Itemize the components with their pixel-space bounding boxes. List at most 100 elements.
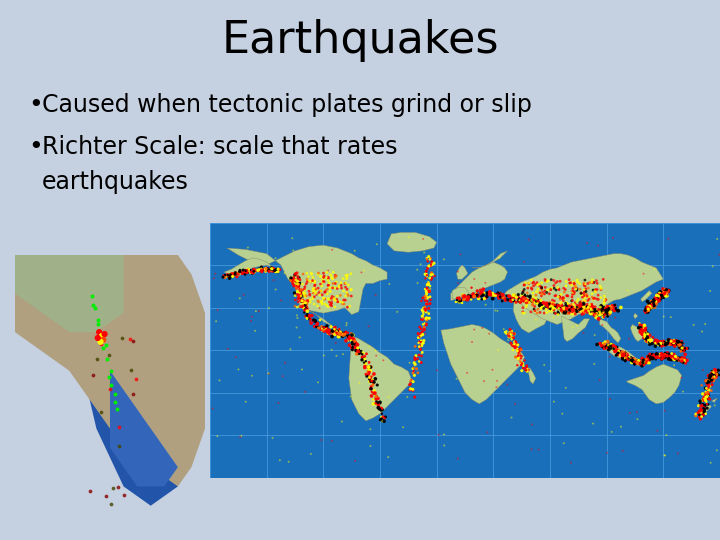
Point [270,267,282,276]
Point [676,344,688,353]
Point [622,286,634,295]
Point [606,343,618,352]
Point [600,306,612,315]
Point [260,267,271,276]
Point [647,298,659,306]
Point [460,294,472,302]
Point [536,304,547,313]
Point [293,282,305,291]
Point [528,296,539,305]
Point [587,289,598,298]
Point [593,307,604,316]
Point [646,301,657,309]
Point [329,273,341,282]
Point [699,394,711,402]
Point [554,303,565,312]
Point [333,330,344,339]
Point [645,300,657,309]
Polygon shape [15,255,124,332]
Point [675,339,686,348]
Point [421,280,433,289]
Point [695,405,706,414]
Point [525,295,536,304]
Point [421,300,433,308]
Point [361,362,373,371]
Point [316,282,328,291]
Point [457,295,469,304]
Point [701,376,712,385]
Point [701,388,712,397]
Point [407,386,418,395]
Point [526,297,538,306]
Point [421,314,433,322]
Point [606,342,617,350]
Point [302,297,314,306]
Point [677,354,688,363]
Point [579,308,590,317]
Point [361,349,372,358]
Point [669,337,680,346]
Point [578,286,590,294]
Point [641,329,652,338]
Point [678,357,689,366]
Point [608,345,619,353]
Point [649,300,660,308]
Point [560,383,572,392]
Point [588,307,600,316]
Point [658,338,670,347]
Point [479,294,490,303]
Point [598,311,609,320]
Point [371,398,382,407]
Point [660,288,671,297]
Point [262,264,274,273]
Point [696,413,707,422]
Point [700,390,711,399]
Point [615,348,626,356]
Point [600,306,612,315]
Point [644,350,655,359]
Point [559,308,570,316]
Point [642,333,653,342]
Point [588,294,599,303]
Point [644,303,656,312]
Point [506,333,518,341]
Point [510,298,522,307]
Point [654,341,666,350]
Point [94,328,105,336]
Point [360,370,372,379]
Point [619,354,631,362]
Point [711,368,720,377]
Point [270,267,282,275]
Point [604,352,616,361]
Point [534,301,546,310]
Point [648,300,660,308]
Point [675,355,686,364]
Point [546,308,557,316]
Point [578,300,590,308]
Point [603,342,614,351]
Point [469,275,480,284]
Point [222,270,233,279]
Point [677,356,688,364]
Point [680,359,691,367]
Point [251,266,263,274]
Point [654,289,665,298]
Point [581,307,593,316]
Point [602,302,613,311]
Point [364,373,375,382]
Point [606,344,617,353]
Point [515,354,526,362]
Point [210,269,221,278]
Point [568,278,580,286]
Point [659,406,670,415]
Point [526,445,537,454]
Point [698,401,710,410]
Point [559,307,570,315]
Point [340,283,351,292]
Point [660,285,672,294]
Point [101,355,112,363]
Point [657,285,669,293]
Point [665,353,677,361]
Point [637,359,649,367]
Point [609,347,621,356]
